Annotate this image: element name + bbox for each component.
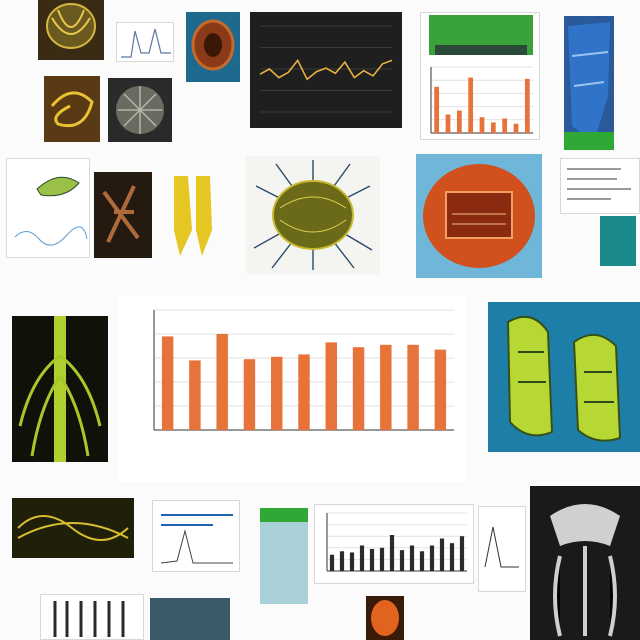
mesh-sphere-photo — [108, 78, 172, 142]
teal-screen-photo — [600, 216, 636, 266]
bar — [349, 552, 355, 571]
mesh-sphere-drawing — [116, 86, 164, 134]
bar — [407, 344, 419, 430]
insect-pair-illustration — [488, 302, 640, 452]
teal-xray-photo — [260, 508, 308, 604]
green-sketch-panel — [6, 158, 90, 258]
bar — [524, 78, 530, 133]
bar — [161, 336, 174, 430]
seed-pod-illustration — [38, 0, 104, 60]
bar — [459, 536, 465, 571]
bar — [243, 359, 256, 430]
bar — [445, 114, 451, 133]
dark-bar-chart-panel — [314, 504, 474, 584]
spiky-urchin-illustration — [246, 156, 380, 274]
blue-fabric-photo — [564, 16, 614, 150]
bar — [513, 123, 519, 133]
bar — [271, 356, 283, 430]
ring-specimen-photo — [186, 12, 240, 82]
green-sketch-drawing — [14, 176, 88, 246]
bar — [379, 547, 385, 571]
yellow-garment-illustration — [166, 170, 218, 260]
bar — [189, 360, 201, 430]
insect-drawing — [506, 315, 622, 442]
bar — [399, 550, 405, 571]
seed-pod-drawing — [46, 3, 96, 49]
bar — [434, 86, 440, 133]
yellow-web-photo — [12, 498, 134, 558]
bar — [380, 344, 392, 430]
green-strip — [260, 508, 308, 522]
bottom-orange-photo — [366, 596, 404, 640]
dark-fossil-photo — [94, 172, 152, 258]
series-line — [259, 58, 393, 81]
banner-shadow — [435, 45, 527, 55]
bar — [298, 354, 310, 430]
main-orange-bar-chart — [153, 309, 454, 431]
bar — [429, 545, 435, 571]
skeleton-drawing — [550, 504, 620, 637]
sketch-plot-lines — [484, 526, 519, 568]
main-bar-chart-panel — [118, 296, 466, 482]
green-root-illustration — [12, 316, 108, 462]
bar — [456, 110, 462, 133]
small-orange-bar-chart — [430, 66, 533, 134]
bottom-bars-strip — [40, 594, 144, 640]
dark-line-chart — [259, 25, 393, 113]
bottom-stripe-drawing — [53, 601, 125, 637]
bar — [468, 77, 474, 133]
skeleton-xray-photo — [530, 486, 640, 640]
bar — [339, 551, 345, 571]
yellow-web-drawing — [17, 515, 129, 541]
bar — [419, 551, 425, 571]
small-dark-bar-chart — [326, 512, 467, 572]
bar — [359, 545, 365, 571]
bar — [329, 554, 335, 571]
bar — [449, 543, 455, 571]
yellow-garment-drawing — [174, 176, 212, 256]
dark-line-chart-panel — [250, 12, 402, 128]
urchin-drawing — [253, 160, 373, 270]
text-lines — [567, 168, 631, 200]
bar — [439, 538, 445, 571]
spectrum-line — [121, 28, 171, 58]
fossil-drawing — [102, 185, 140, 243]
line-plot-small — [152, 500, 240, 572]
bottom-mesh-photo — [150, 598, 230, 640]
ring-specimen-drawing — [191, 19, 235, 71]
yellow-ring-photo — [44, 76, 100, 142]
small-line-plot — [160, 514, 233, 564]
bar — [490, 122, 496, 133]
bar — [502, 118, 508, 133]
bar — [216, 334, 228, 430]
green-header-panel — [420, 12, 540, 140]
bar — [352, 347, 365, 430]
blue-fabric-drawing — [564, 22, 614, 150]
bar — [369, 548, 375, 571]
bar — [479, 117, 485, 133]
sketch-plot-right — [478, 506, 526, 592]
text-list-panel — [560, 158, 640, 214]
bar — [325, 342, 337, 430]
bar — [434, 349, 447, 430]
spectrum-plot-small — [116, 22, 174, 62]
orange-blob-drawing — [371, 600, 399, 636]
bar — [389, 535, 395, 571]
orange-cell-drawing — [423, 164, 535, 268]
orange-cell-illustration — [416, 154, 542, 278]
root-drawing — [18, 316, 102, 462]
yellow-ring-drawing — [50, 91, 94, 128]
bar — [409, 545, 415, 571]
